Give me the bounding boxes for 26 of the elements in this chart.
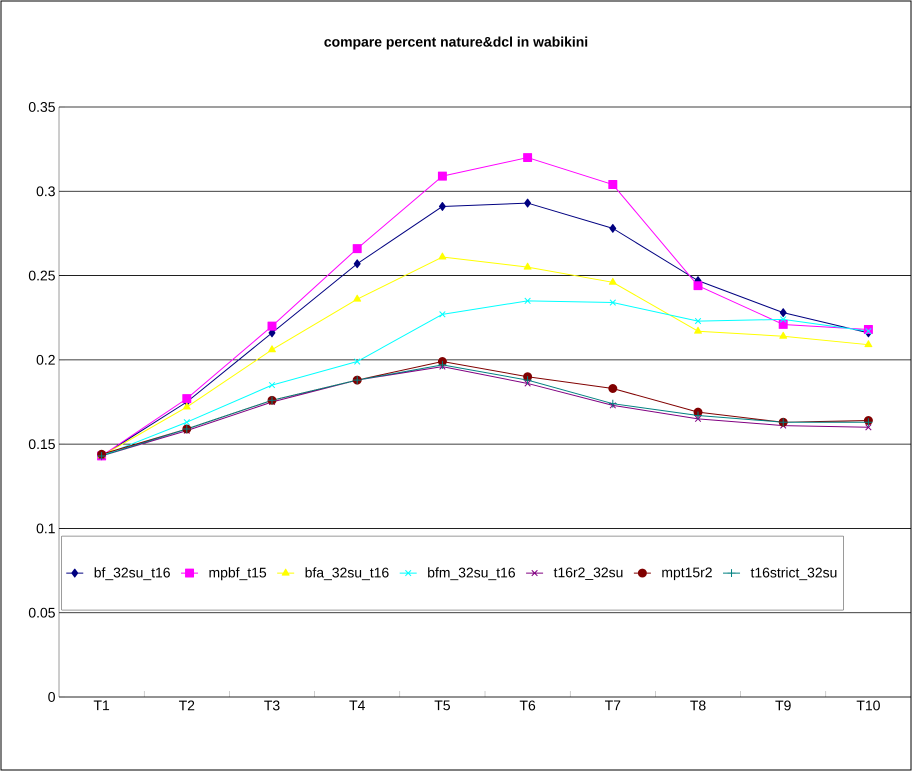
legend-label: mpt15r2 — [662, 567, 712, 580]
legend-label: t16r2_32su — [554, 567, 622, 580]
legend-label: mpbf_t15 — [209, 567, 266, 580]
y-tick-label: 0.3 — [36, 186, 55, 196]
x-tick-label: T5 — [434, 700, 450, 710]
x-tick-label: T9 — [775, 700, 791, 710]
x-tick-label: T3 — [264, 700, 280, 710]
x-tick-label: T8 — [690, 700, 706, 710]
x-tick-label: T7 — [604, 700, 620, 710]
x-tick-label: T10 — [856, 700, 880, 710]
chart-title: compare percent nature&dcl in wabikini — [324, 36, 588, 50]
y-tick-label: 0 — [48, 692, 55, 702]
y-tick-label: 0.2 — [36, 354, 55, 365]
y-tick-label: 0.1 — [36, 523, 55, 534]
legend-label: bf_32su_t16 — [94, 567, 170, 580]
y-tick-label: 0.05 — [28, 608, 55, 618]
x-tick-label: T1 — [94, 700, 110, 710]
x-tick-label: T6 — [520, 700, 536, 710]
y-tick-label: 0.35 — [28, 102, 55, 112]
legend-label: t16strict_32su — [750, 567, 836, 580]
y-tick-label: 0.25 — [28, 270, 55, 281]
y-tick-label: 0.15 — [28, 439, 55, 450]
x-tick-label: T2 — [178, 700, 194, 710]
legend-label: bfm_32su_t16 — [428, 567, 515, 580]
legend-label: bfa_32su_t16 — [306, 567, 389, 580]
x-tick-label: T4 — [349, 700, 365, 710]
